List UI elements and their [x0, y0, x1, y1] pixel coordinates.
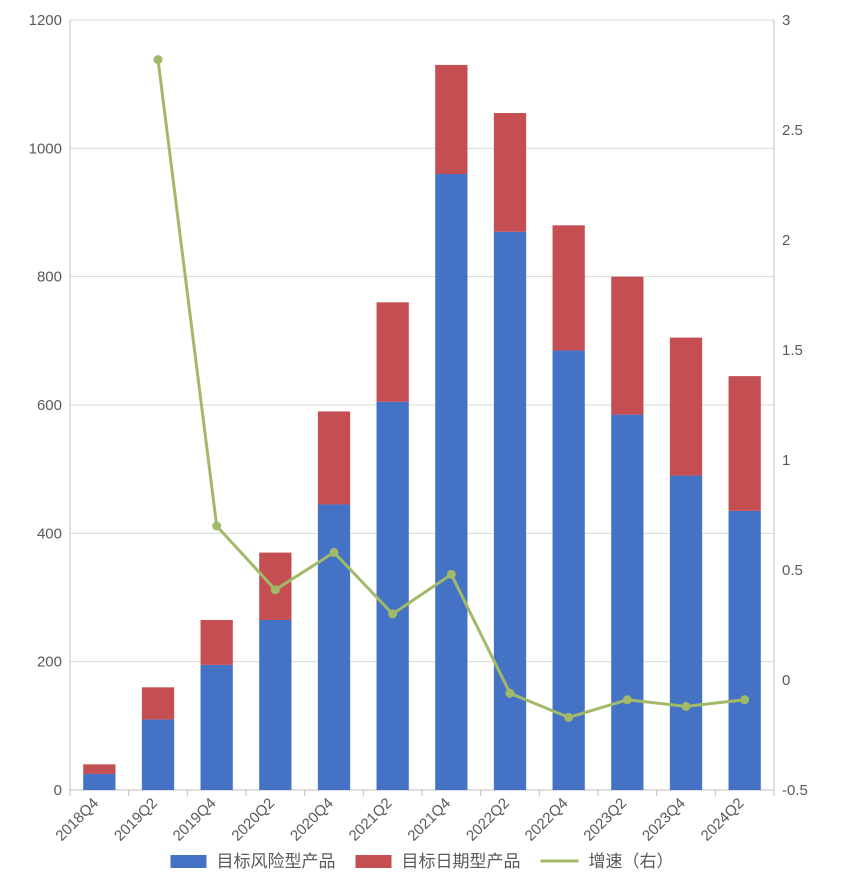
- legend-label: 目标风险型产品: [217, 852, 336, 871]
- y-left-tick-label: 600: [37, 397, 62, 414]
- bar-segment: [611, 277, 643, 415]
- x-category-label: 2021Q2: [346, 795, 396, 845]
- bar-segment: [553, 225, 585, 350]
- line-marker: [564, 713, 573, 722]
- bar-segment: [729, 376, 761, 511]
- x-category-label: 2019Q4: [170, 795, 220, 845]
- y-right-tick-label: 2.5: [782, 122, 803, 139]
- y-left-tick-label: 200: [37, 654, 62, 671]
- y-right-tick-label: 1.5: [782, 342, 803, 359]
- line-marker: [623, 695, 632, 704]
- line-marker: [388, 610, 397, 619]
- bar-segment: [435, 65, 467, 174]
- bar-segment: [494, 113, 526, 232]
- x-category-label: 2020Q4: [287, 795, 337, 845]
- line-marker: [154, 55, 163, 64]
- legend-swatch: [171, 855, 207, 868]
- y-left-tick-label: 0: [54, 782, 62, 799]
- legend-swatch: [356, 855, 392, 868]
- legend-label: 目标日期型产品: [402, 852, 521, 871]
- line-marker: [212, 522, 221, 531]
- x-category-label: 2020Q2: [228, 795, 278, 845]
- chart-svg: 0 200 400 600 800 1000 1200 -0.5 0 0.5 1 1.5 2 2.5 3 20…: [0, 0, 844, 883]
- bar-segment: [377, 302, 409, 401]
- bar-segment: [83, 774, 115, 790]
- bar-segment: [259, 620, 291, 790]
- line-marker: [740, 695, 749, 704]
- x-category-label: 2021Q4: [404, 795, 454, 845]
- y-right-tick-label: 0: [782, 672, 790, 689]
- bar-segment: [670, 338, 702, 476]
- y-left-tick-label: 400: [37, 525, 62, 542]
- x-category-label: 2018Q4: [52, 795, 102, 845]
- y-left-tick-label: 1000: [29, 140, 62, 157]
- legend-item-date: 目标日期型产品: [356, 852, 521, 871]
- line-marker: [682, 702, 691, 711]
- y-right-tick-label: 0.5: [782, 562, 803, 579]
- bar-segment: [201, 620, 233, 665]
- y-left-tick-label: 1200: [29, 12, 62, 29]
- bar-segment: [729, 511, 761, 790]
- y-left-tick-label: 800: [37, 269, 62, 286]
- bar-segment: [142, 687, 174, 719]
- line-marker: [330, 548, 339, 557]
- bar-segment: [494, 232, 526, 790]
- line-marker: [447, 570, 456, 579]
- bar-segment: [435, 174, 467, 790]
- legend-label: 增速（右）: [589, 852, 674, 871]
- combo-chart: 0 200 400 600 800 1000 1200 -0.5 0 0.5 1 1.5 2 2.5 3 20…: [0, 0, 844, 883]
- bar-segment: [377, 402, 409, 790]
- bar-segment: [318, 504, 350, 790]
- bar-segment: [142, 719, 174, 790]
- y-right-tick-label: 1: [782, 452, 790, 469]
- x-category-label: 2024Q2: [698, 795, 748, 845]
- y-right-tick-label: 3: [782, 12, 790, 29]
- y-right-tick-label: 2: [782, 232, 790, 249]
- bar-segment: [83, 764, 115, 774]
- line-marker: [506, 689, 515, 698]
- legend-item-growth: 增速（右）: [541, 852, 674, 871]
- bar-segment: [670, 476, 702, 790]
- x-category-label: 2023Q4: [639, 795, 689, 845]
- bar-segment: [553, 350, 585, 790]
- x-category-label: 2022Q2: [463, 795, 513, 845]
- bar-segment: [611, 415, 643, 790]
- line-marker: [271, 585, 280, 594]
- x-category-label: 2023Q2: [580, 795, 630, 845]
- bar-segment: [318, 411, 350, 504]
- x-category-label: 2019Q2: [111, 795, 161, 845]
- bar-segment: [201, 665, 233, 790]
- y-right-tick-label: -0.5: [782, 782, 808, 799]
- legend-item-risk: 目标风险型产品: [171, 852, 336, 871]
- x-category-label: 2022Q4: [522, 795, 572, 845]
